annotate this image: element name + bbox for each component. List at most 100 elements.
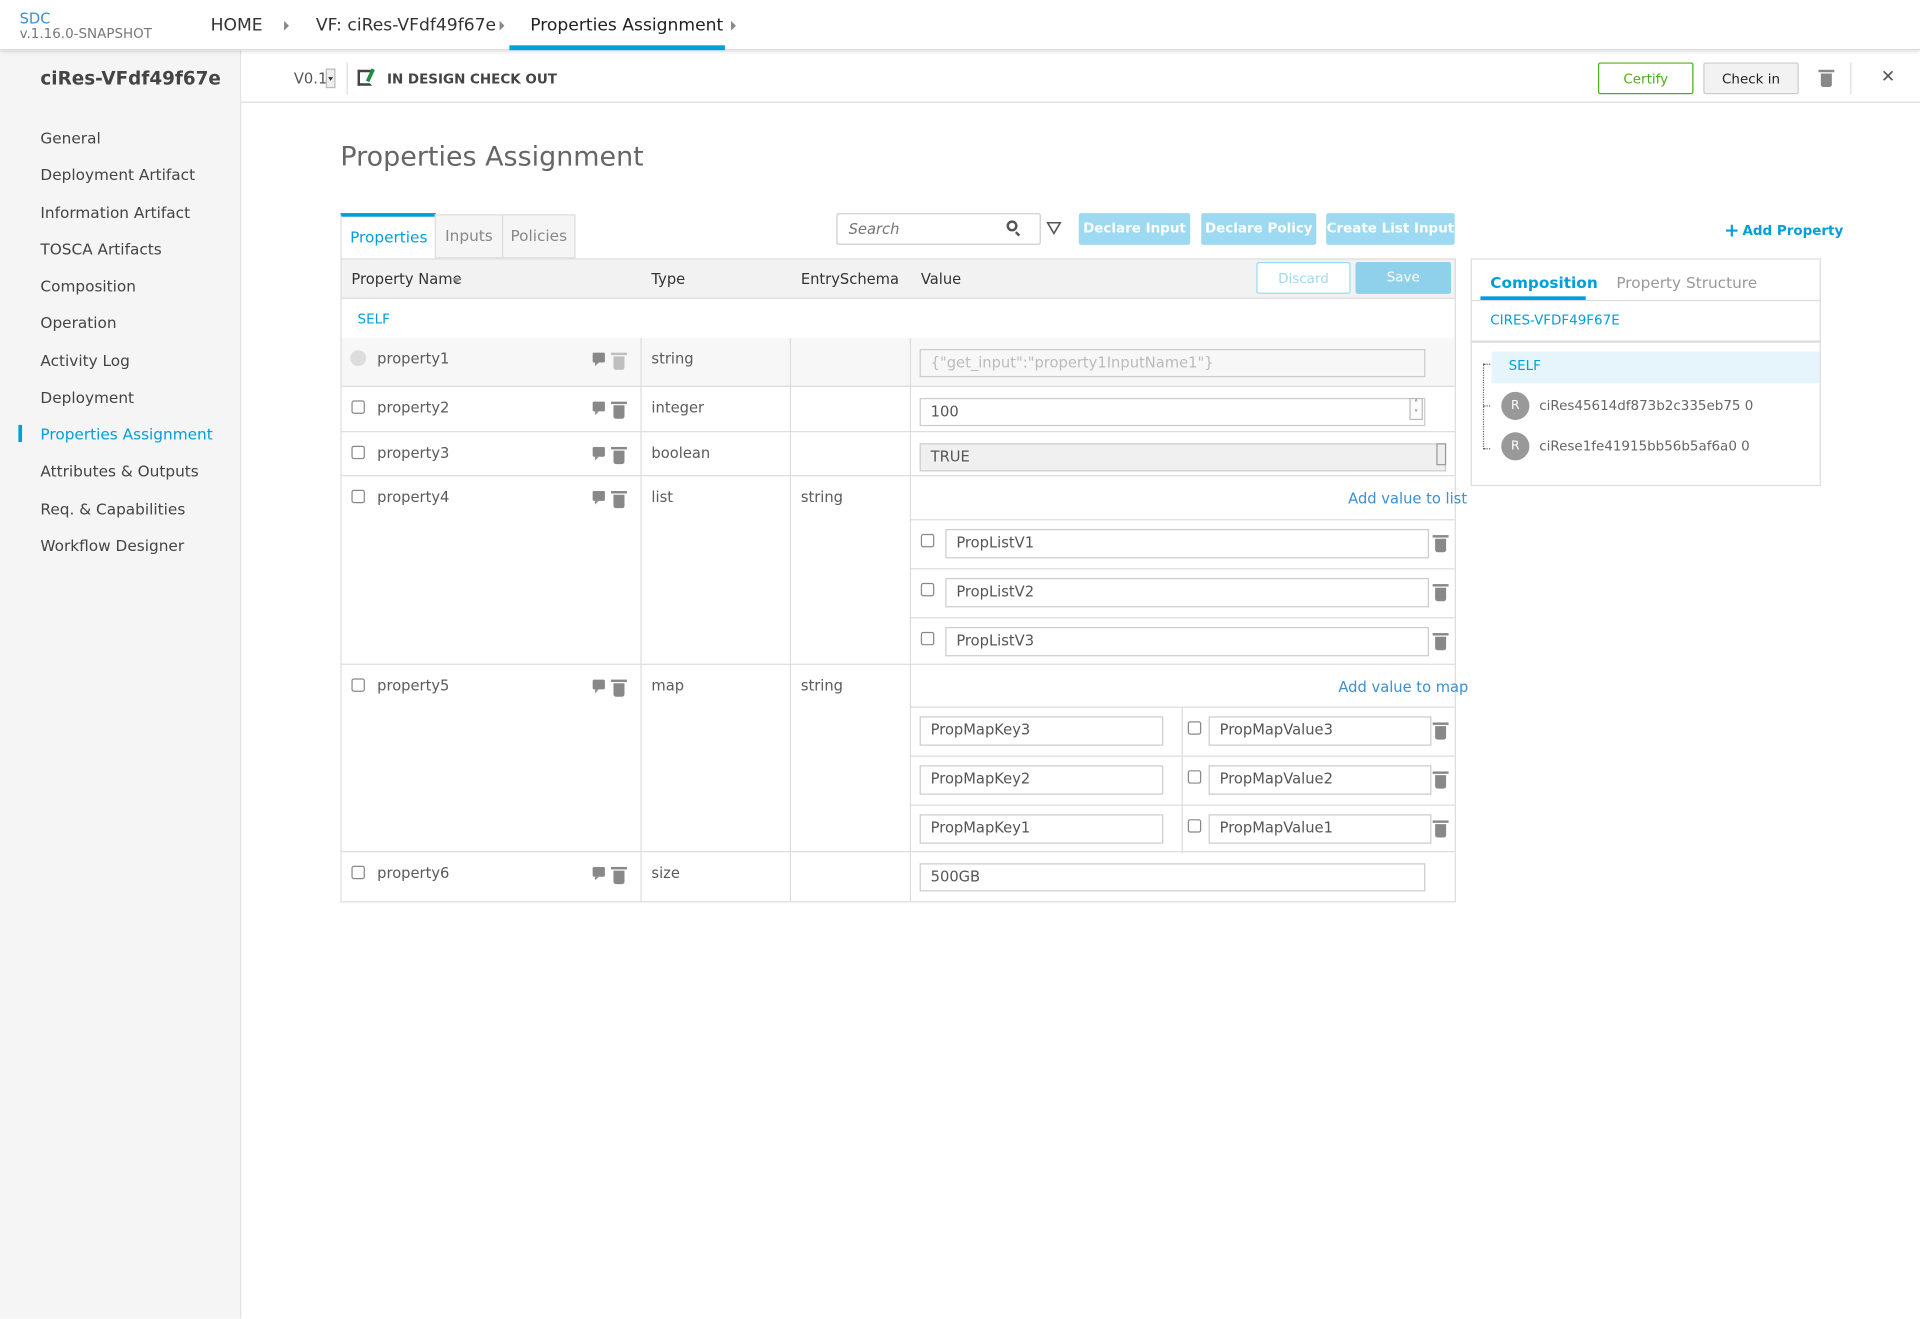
page-title: Properties Assignment bbox=[340, 142, 644, 173]
sidebar-item[interactable]: General bbox=[40, 128, 101, 147]
trash-icon[interactable] bbox=[1818, 69, 1835, 87]
property-value-input[interactable]: TRUE bbox=[919, 443, 1447, 472]
table-row bbox=[340, 852, 1456, 903]
sidebar-item[interactable]: Activity Log bbox=[40, 350, 130, 370]
sidebar bbox=[0, 50, 242, 1319]
comment-icon[interactable] bbox=[592, 679, 605, 694]
tab-property-structure[interactable]: Property Structure bbox=[1616, 273, 1758, 292]
version-select[interactable]: V0.1 bbox=[293, 69, 328, 87]
list-item-checkbox[interactable] bbox=[920, 533, 935, 548]
add-value-to-map-link[interactable]: Add value to map bbox=[1338, 678, 1469, 696]
table-row bbox=[340, 664, 1456, 853]
number-stepper[interactable]: ˄ ˅ bbox=[1409, 397, 1423, 421]
header-property-name[interactable]: Property Name bbox=[351, 270, 462, 288]
sidebar-item[interactable]: Deployment Artifact bbox=[40, 165, 196, 184]
map-entry-checkbox[interactable] bbox=[1187, 721, 1202, 735]
property-value-input[interactable]: 500GB bbox=[919, 863, 1426, 892]
sidebar-item[interactable]: Req. & Capabilities bbox=[40, 498, 186, 518]
chevron-right-icon[interactable] bbox=[731, 20, 736, 31]
header-value: Value bbox=[920, 270, 962, 288]
chevron-right-icon bbox=[284, 20, 289, 31]
map-value-input[interactable]: PropMapValue1 bbox=[1208, 814, 1432, 844]
property-type: string bbox=[651, 350, 694, 368]
sidebar-item[interactable]: Deployment bbox=[40, 387, 135, 407]
check-in-button[interactable]: Check in bbox=[1703, 62, 1799, 95]
list-item-checkbox[interactable] bbox=[920, 631, 935, 646]
sidebar-item[interactable]: TOSCA Artifacts bbox=[40, 239, 162, 259]
map-entry-checkbox[interactable] bbox=[1187, 770, 1202, 784]
save-button[interactable]: Save bbox=[1355, 262, 1452, 294]
breadcrumb-home[interactable]: HOME bbox=[210, 15, 263, 36]
tab-composition[interactable]: Composition bbox=[1490, 273, 1598, 292]
comment-icon[interactable] bbox=[592, 401, 605, 416]
property-value-input[interactable]: 100 bbox=[919, 397, 1426, 427]
map-entry-checkbox[interactable] bbox=[1187, 819, 1202, 833]
map-value-input[interactable]: PropMapValue2 bbox=[1208, 765, 1432, 795]
map-key-input[interactable]: PropMapKey2 bbox=[919, 765, 1164, 795]
comment-icon[interactable] bbox=[592, 491, 605, 505]
trash-icon[interactable] bbox=[1432, 535, 1449, 553]
plus-icon[interactable]: + bbox=[1724, 219, 1740, 242]
lifecycle-status: IN DESIGN CHECK OUT bbox=[386, 71, 557, 87]
list-item-input[interactable]: PropListV1 bbox=[945, 528, 1429, 559]
breadcrumb-current[interactable]: Properties Assignment bbox=[530, 15, 724, 36]
sidebar-item[interactable]: Composition bbox=[40, 276, 137, 296]
property-name: property3 bbox=[377, 444, 450, 462]
tab-inputs[interactable]: Inputs bbox=[434, 214, 504, 259]
search-input[interactable] bbox=[836, 213, 1041, 245]
row-checkbox[interactable] bbox=[351, 400, 365, 414]
row-checkbox[interactable] bbox=[351, 678, 365, 692]
declare-policy-button[interactable]: Declare Policy bbox=[1201, 213, 1317, 245]
trash-icon[interactable] bbox=[611, 866, 627, 885]
list-item-checkbox[interactable] bbox=[920, 582, 935, 597]
search-icon[interactable] bbox=[1006, 220, 1021, 237]
trash-icon[interactable] bbox=[611, 401, 627, 419]
brand-logo[interactable]: SDC bbox=[19, 9, 51, 27]
trash-icon[interactable] bbox=[611, 679, 627, 697]
table-row bbox=[340, 386, 1456, 433]
add-value-to-list-link[interactable]: Add value to list bbox=[1348, 489, 1468, 507]
map-value-input[interactable]: PropMapValue3 bbox=[1208, 716, 1432, 746]
trash-icon[interactable] bbox=[1432, 771, 1449, 789]
map-key-input[interactable]: PropMapKey3 bbox=[919, 716, 1164, 746]
declare-input-button[interactable]: Declare Input bbox=[1078, 213, 1191, 245]
breadcrumb-vf[interactable]: VF: ciRes-VFdf49f67e bbox=[315, 15, 497, 36]
sort-down-icon[interactable] bbox=[451, 277, 462, 283]
tree-instance[interactable]: ciRes45614df873b2c335eb75 0 bbox=[1539, 397, 1754, 414]
discard-button[interactable]: Discard bbox=[1256, 262, 1351, 294]
dropdown-icon[interactable] bbox=[1436, 443, 1447, 466]
comment-icon[interactable] bbox=[592, 352, 605, 367]
trash-icon[interactable] bbox=[1432, 722, 1449, 740]
property-value-input: {"get_input":"property1InputName1"} bbox=[919, 348, 1426, 378]
trash-icon[interactable] bbox=[1432, 633, 1449, 651]
tab-properties[interactable]: Properties bbox=[340, 213, 436, 260]
trash-icon[interactable] bbox=[611, 352, 627, 370]
filter-icon[interactable]: ⛛ bbox=[1045, 216, 1063, 241]
list-item-input[interactable]: PropListV3 bbox=[945, 626, 1429, 657]
add-property-link[interactable]: Add Property bbox=[1742, 222, 1844, 239]
comment-icon[interactable] bbox=[592, 446, 605, 461]
list-item-input[interactable]: PropListV2 bbox=[945, 577, 1429, 608]
sidebar-item[interactable]: Properties Assignment bbox=[40, 424, 213, 444]
trash-icon[interactable] bbox=[611, 491, 627, 509]
sidebar-item[interactable]: Workflow Designer bbox=[40, 536, 185, 555]
sidebar-item[interactable]: Information Artifact bbox=[40, 202, 191, 222]
tree-instance[interactable]: ciRese1fe41915bb56b5af6a0 0 bbox=[1539, 438, 1750, 455]
comment-icon[interactable] bbox=[592, 866, 605, 881]
certify-button[interactable]: Certify bbox=[1597, 62, 1694, 95]
create-list-input-button[interactable]: Create List Input bbox=[1326, 213, 1455, 245]
version-dropdown-icon[interactable] bbox=[325, 68, 336, 89]
trash-icon[interactable] bbox=[1432, 584, 1449, 602]
tree-item-self[interactable] bbox=[1491, 351, 1820, 384]
sidebar-item[interactable]: Attributes & Outputs bbox=[40, 461, 199, 481]
trash-icon[interactable] bbox=[1432, 820, 1449, 838]
sidebar-item[interactable]: Operation bbox=[40, 313, 117, 333]
close-icon[interactable]: ✕ bbox=[1880, 67, 1896, 87]
component-name: CIRES-VFDF49F67E bbox=[1490, 312, 1620, 329]
row-checkbox[interactable] bbox=[351, 865, 365, 880]
map-key-input[interactable]: PropMapKey1 bbox=[919, 814, 1164, 844]
row-checkbox[interactable] bbox=[351, 489, 365, 504]
row-checkbox[interactable] bbox=[351, 445, 365, 460]
trash-icon[interactable] bbox=[611, 446, 627, 465]
tab-policies[interactable]: Policies bbox=[502, 214, 576, 259]
